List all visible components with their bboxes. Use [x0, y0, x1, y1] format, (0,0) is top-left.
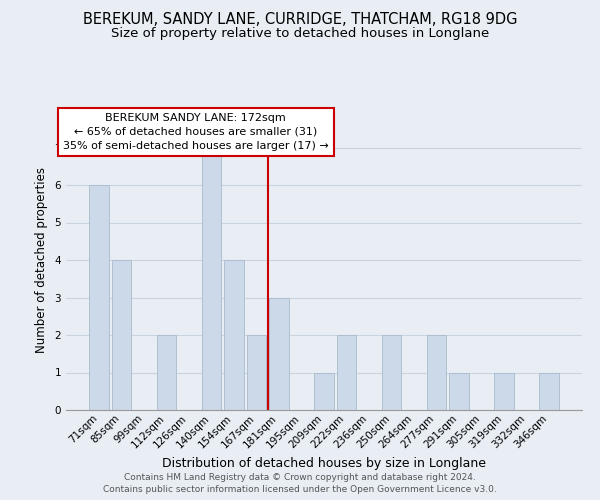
Bar: [157, 335, 176, 410]
Text: Contains public sector information licensed under the Open Government Licence v3: Contains public sector information licen…: [103, 485, 497, 494]
Bar: [224, 260, 244, 410]
X-axis label: Distribution of detached houses by size in Longlane: Distribution of detached houses by size …: [162, 456, 486, 469]
Bar: [449, 372, 469, 410]
Y-axis label: Number of detached properties: Number of detached properties: [35, 167, 47, 353]
Bar: [539, 372, 559, 410]
Bar: [89, 185, 109, 410]
Bar: [247, 335, 266, 410]
Bar: [337, 335, 356, 410]
Bar: [494, 372, 514, 410]
Bar: [382, 335, 401, 410]
Bar: [202, 148, 221, 410]
Bar: [314, 372, 334, 410]
Text: BEREKUM, SANDY LANE, CURRIDGE, THATCHAM, RG18 9DG: BEREKUM, SANDY LANE, CURRIDGE, THATCHAM,…: [83, 12, 517, 28]
Text: Contains HM Land Registry data © Crown copyright and database right 2024.: Contains HM Land Registry data © Crown c…: [124, 472, 476, 482]
Bar: [112, 260, 131, 410]
Text: BEREKUM SANDY LANE: 172sqm
← 65% of detached houses are smaller (31)
35% of semi: BEREKUM SANDY LANE: 172sqm ← 65% of deta…: [63, 113, 329, 151]
Text: Size of property relative to detached houses in Longlane: Size of property relative to detached ho…: [111, 28, 489, 40]
Bar: [269, 298, 289, 410]
Bar: [427, 335, 446, 410]
